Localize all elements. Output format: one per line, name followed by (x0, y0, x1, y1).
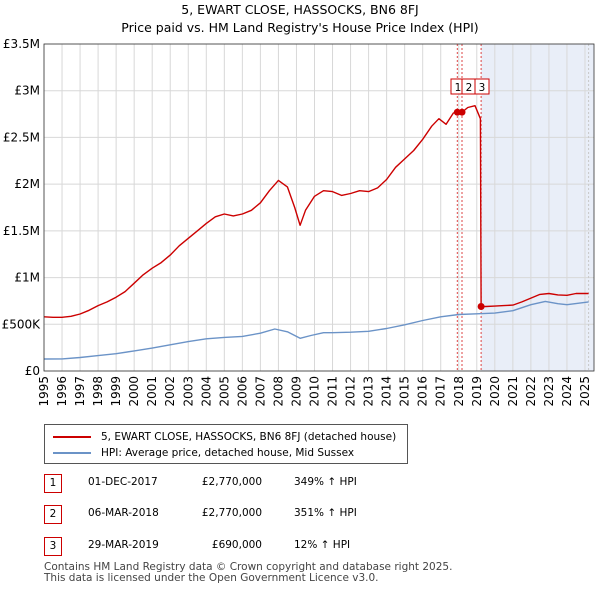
transaction-point (477, 303, 485, 311)
footer-copyright: Contains HM Land Registry data © Crown c… (44, 561, 453, 573)
legend: 5, EWART CLOSE, HASSOCKS, BN6 8FJ (detac… (44, 424, 408, 464)
chart-subtitle: Price paid vs. HM Land Registry's House … (121, 20, 478, 35)
footer: Contains HM Land Registry data © Crown c… (44, 562, 452, 584)
transaction-price: £690,000 (211, 539, 262, 551)
x-tick-label: 2017 (434, 376, 448, 407)
legend-label-property: 5, EWART CLOSE, HASSOCKS, BN6 8FJ (detac… (101, 431, 397, 443)
legend-label-hpi: HPI: Average price, detached house, Mid … (101, 447, 355, 459)
transaction-date: 29-MAR-2019 (88, 539, 159, 551)
y-tick-label: £1.5M (3, 224, 40, 238)
y-tick-label: £1M (14, 271, 40, 285)
transaction-row: 1 01-DEC-2017 £2,770,000 349% ↑ HPI (44, 474, 444, 493)
transaction-row: 2 06-MAR-2018 £2,770,000 351% ↑ HPI (44, 505, 444, 524)
transaction-price: £2,770,000 (201, 507, 262, 519)
transaction-label-text: 1 (455, 82, 462, 94)
transaction-badge: 3 (44, 537, 62, 556)
x-tick-label: 2005 (217, 376, 231, 407)
y-tick-label: £0 (25, 364, 40, 378)
x-tick-label: 2001 (145, 376, 159, 407)
x-tick-label: 2004 (199, 376, 213, 407)
x-tick-label: 2000 (127, 376, 141, 407)
x-tick-label: 1996 (55, 376, 69, 407)
forecast-shade (481, 44, 594, 371)
x-tick-label: 2021 (506, 376, 520, 407)
y-tick-label: £3M (14, 84, 40, 98)
x-tick-label: 2014 (380, 376, 394, 407)
transaction-date: 01-DEC-2017 (88, 476, 158, 488)
legend-item-hpi: HPI: Average price, detached house, Mid … (53, 447, 354, 459)
transaction-date: 06-MAR-2018 (88, 507, 159, 519)
x-tick-label: 1998 (91, 376, 105, 407)
x-tick-label: 2006 (235, 376, 249, 407)
y-tick-label: £2M (14, 177, 40, 191)
x-tick-label: 2009 (289, 376, 303, 407)
transaction-badge: 1 (44, 474, 62, 493)
x-tick-label: 2019 (470, 376, 484, 407)
transaction-hpi: 12% ↑ HPI (294, 539, 351, 551)
transaction-label: 3 (474, 78, 490, 95)
legend-item-property: 5, EWART CLOSE, HASSOCKS, BN6 8FJ (detac… (53, 431, 396, 443)
transaction-price: £2,770,000 (201, 476, 262, 488)
plot-border (43, 43, 595, 372)
x-tick-label: 1995 (37, 376, 51, 407)
x-tick-label: 2010 (307, 376, 321, 407)
x-tick-label: 2011 (326, 376, 340, 407)
transaction-label-text: 2 (466, 82, 473, 94)
x-tick-label: 1999 (109, 376, 123, 407)
x-tick-label: 2025 (578, 376, 592, 407)
x-tick-label: 2008 (271, 376, 285, 407)
x-tick-label: 2003 (181, 376, 195, 407)
price-chart: 5, EWART CLOSE, HASSOCKS, BN6 8FJ Price … (2, 2, 595, 407)
x-tick-label: 2013 (362, 376, 376, 407)
x-tick-label: 2002 (163, 376, 177, 407)
legend-swatch-blue (53, 452, 91, 454)
x-tick-label: 2018 (452, 376, 466, 407)
legend-swatch-red (53, 436, 91, 438)
x-tick-label: 2007 (253, 376, 267, 407)
transaction-badge: 2 (44, 505, 62, 524)
x-tick-label: 2015 (398, 376, 412, 407)
series-line-property (43, 105, 589, 318)
transaction-label-text: 3 (479, 82, 486, 94)
x-tick-label: 2012 (344, 376, 358, 407)
series-line-hpi (43, 300, 589, 360)
chart-title: 5, EWART CLOSE, HASSOCKS, BN6 8FJ (181, 2, 418, 17)
transaction-label-box (474, 78, 490, 95)
transaction-hpi: 349% ↑ HPI (294, 476, 357, 488)
x-tick-label: 2022 (524, 376, 538, 407)
y-tick-label: £500K (2, 317, 42, 331)
transaction-label: 2 (461, 78, 477, 95)
x-tick-label: 2023 (542, 376, 556, 407)
x-tick-label: 2024 (560, 376, 574, 407)
x-tick-label: 2020 (488, 376, 502, 407)
x-tick-label: 2016 (416, 376, 430, 407)
y-tick-label: £3.5M (3, 37, 40, 51)
y-tick-label: £2.5M (3, 130, 40, 144)
footer-licence: This data is licensed under the Open Gov… (44, 572, 379, 584)
transaction-hpi: 351% ↑ HPI (294, 507, 357, 519)
x-tick-label: 1997 (73, 376, 87, 407)
transaction-row: 3 29-MAR-2019 £690,000 12% ↑ HPI (44, 537, 444, 556)
transaction-point (458, 108, 466, 116)
